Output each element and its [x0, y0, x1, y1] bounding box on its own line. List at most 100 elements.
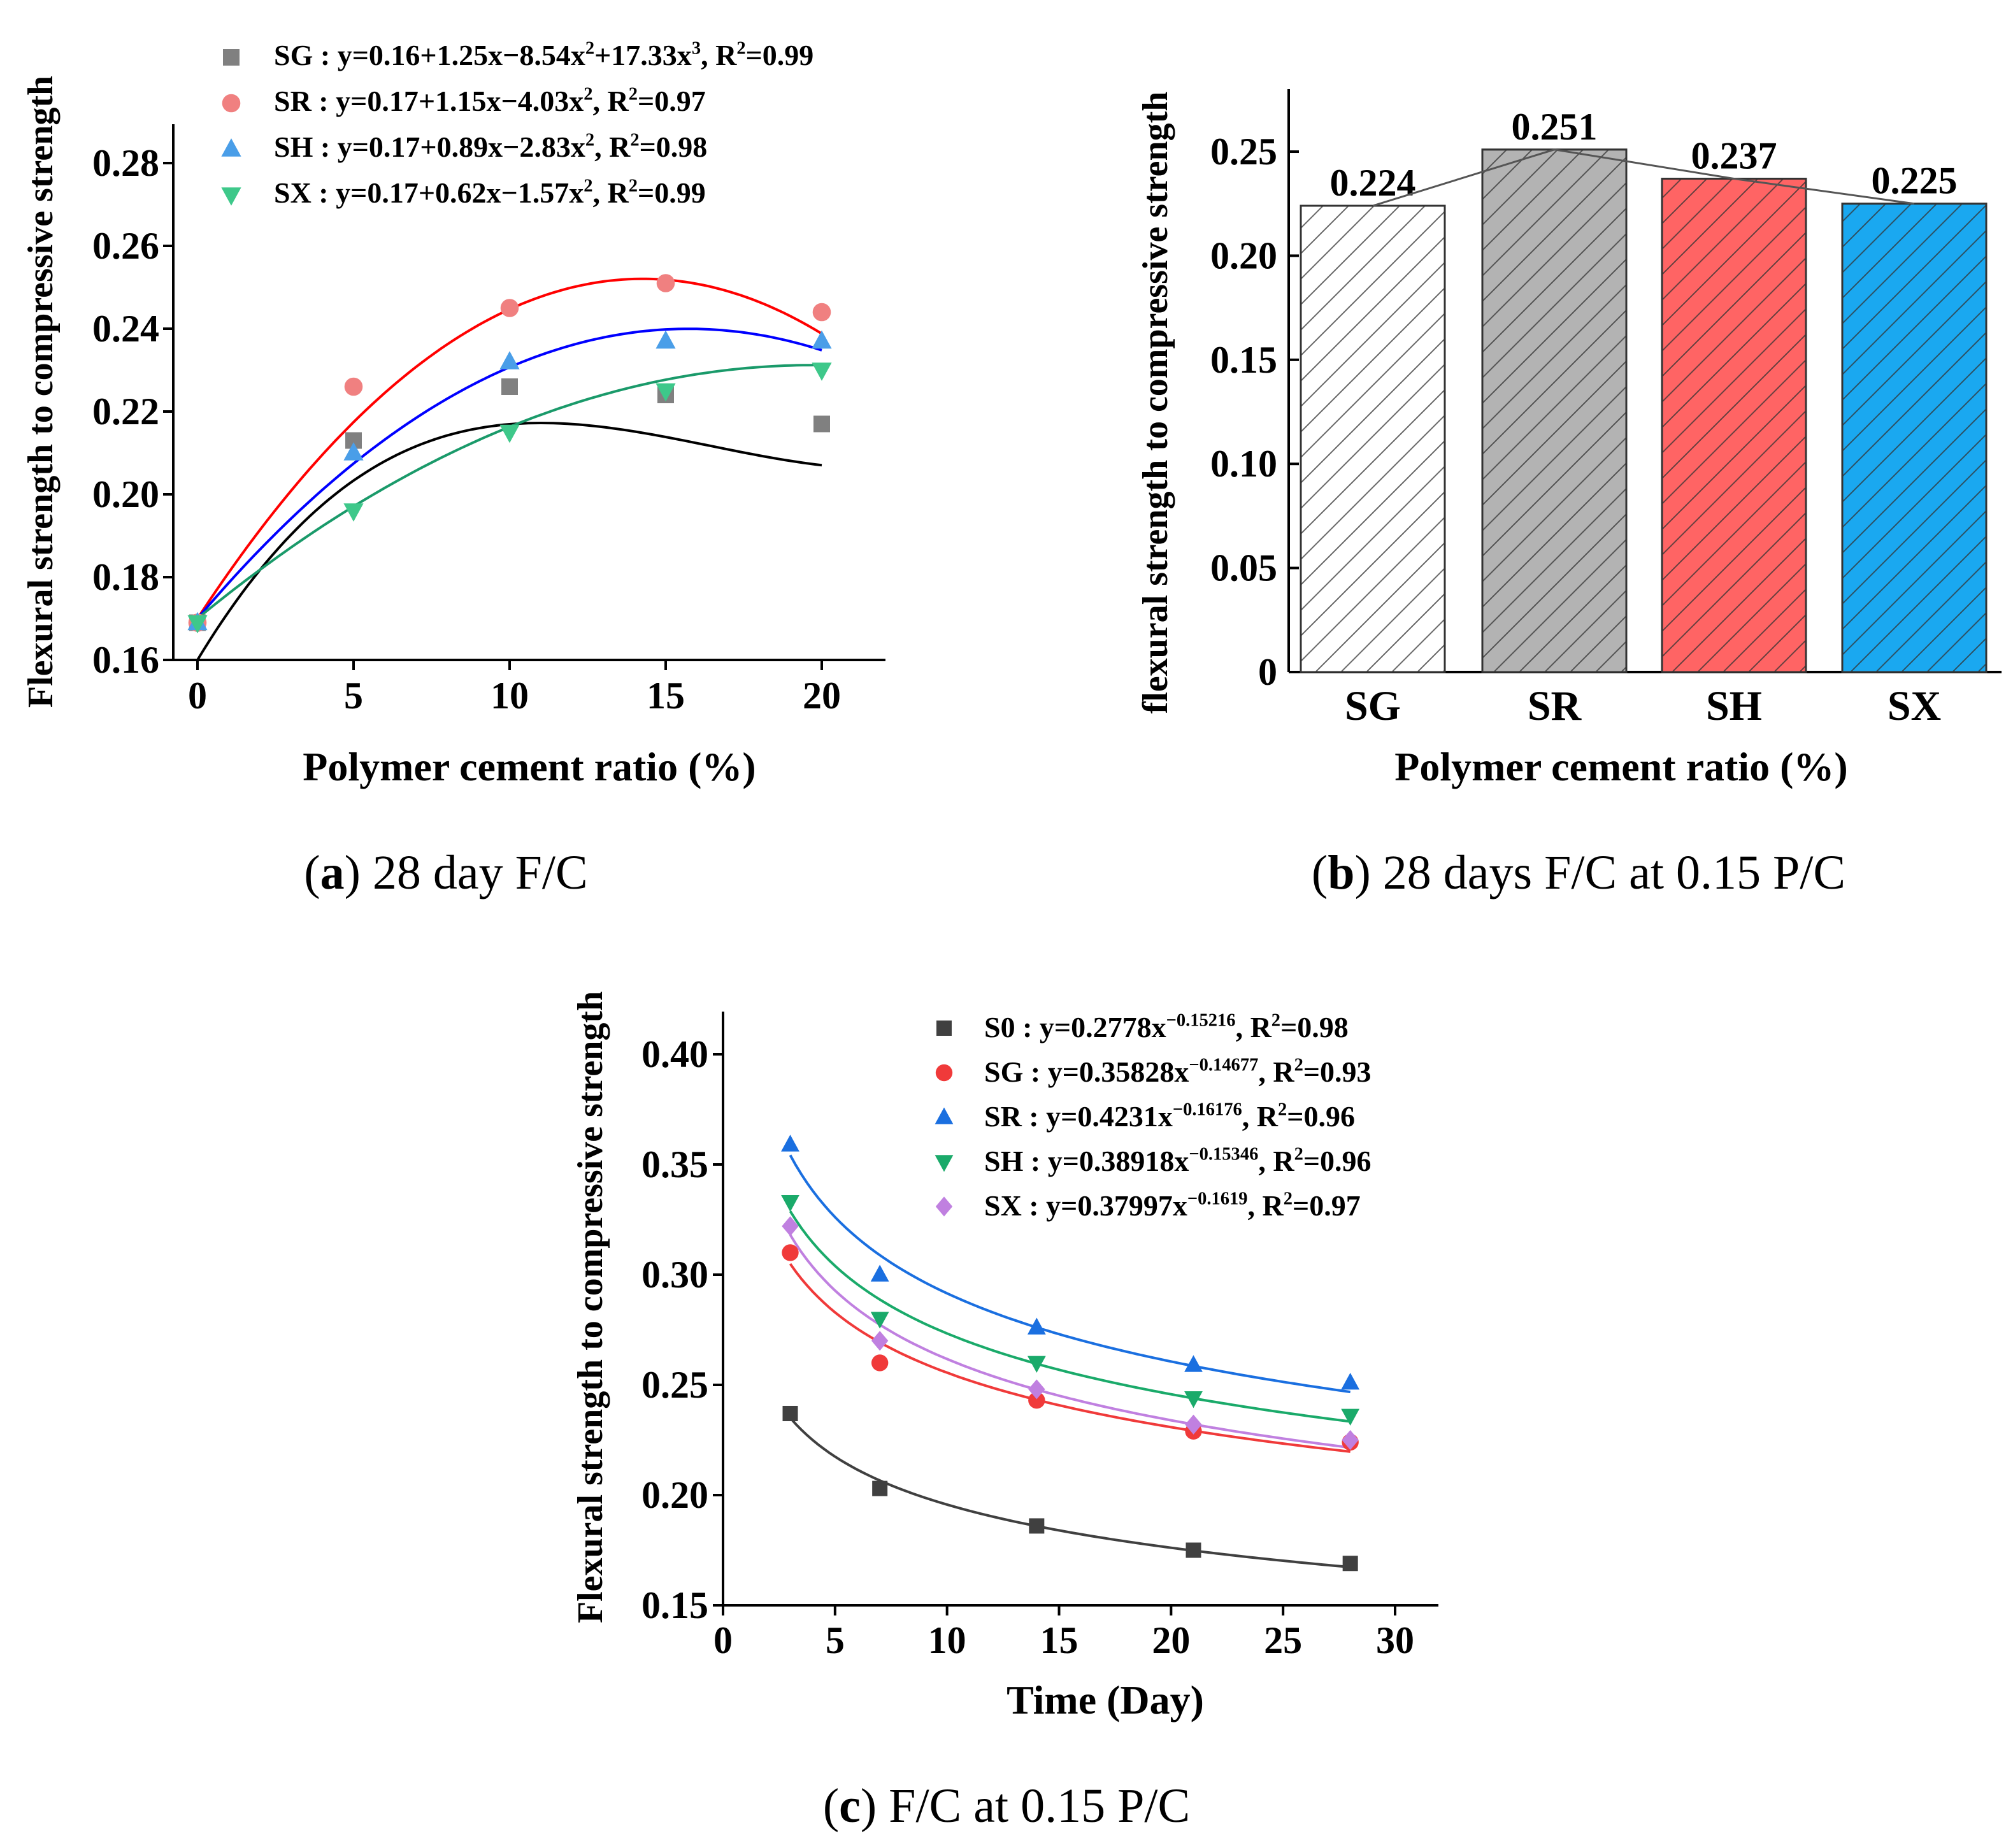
legend-superscript: 2	[1284, 1189, 1293, 1209]
a-x-axis-label: Polymer cement ratio (%)	[303, 744, 756, 789]
legend-superscript: 3	[692, 39, 701, 59]
a-y-tick-label: 0.20	[92, 473, 159, 515]
panel-b-chart: 0 0.05 0.10 0.15 0.20 0.25 0.224 SG 0.251 SR 0.23…	[1136, 89, 2002, 789]
a-x-tick-label: 10	[491, 675, 529, 717]
c-point-s0	[1029, 1518, 1045, 1534]
legend-superscript: 2	[629, 85, 638, 104]
legend-equation-part: , R	[1258, 1145, 1294, 1177]
c-legend-entry-sh: SH : y=0.38918x−0.15346, R2=0.96	[984, 1145, 1372, 1177]
b-x-tick-label: SR	[1528, 683, 1582, 729]
a-point-sr	[344, 377, 363, 396]
c-point-sr	[1341, 1372, 1360, 1390]
a-legend-entry-sr: SR : y=0.17+1.15x−4.03x2, R2=0.97	[274, 85, 706, 117]
legend-superscript: 2	[585, 131, 594, 150]
c-fit-curve-sh	[789, 1210, 1350, 1423]
a-y-tick-label: 0.26	[92, 225, 159, 267]
legend-superscript: 2	[1294, 1056, 1303, 1075]
c-legend-marker	[936, 1021, 952, 1036]
c-legend-entry-s0: S0 : y=0.2778x−0.15216, R2=0.98	[984, 1011, 1349, 1043]
c-legend-entry-sx: SX : y=0.37997x−0.1619, R2=0.97	[984, 1189, 1361, 1222]
a-point-sh	[812, 330, 832, 349]
panel-c-chart: 0 5 10 15 20 25 30 0.15 0.20 0.25 0.30 0.35 0.40 S0 …	[571, 991, 1438, 1723]
a-point-sg	[813, 415, 830, 433]
panel-a-chart: 0 5 10 15 20 0.16 0.18 0.20 0.22 0.24 0.26 0.28 SG …	[21, 39, 885, 789]
legend-equation-part: , R	[594, 131, 631, 163]
legend-equation-part: , R	[701, 39, 737, 71]
b-y-tick-label: 0.25	[1210, 131, 1277, 173]
b-y-axis-label: flexural strength to compressive strengt…	[1136, 92, 1175, 714]
c-point-sh	[781, 1195, 799, 1212]
c-y-tick-label: 0.20	[641, 1474, 708, 1516]
c-legend-marker	[935, 1196, 953, 1217]
a-point-sr	[500, 299, 519, 317]
c-point-sh	[870, 1312, 889, 1329]
c-point-sr	[1027, 1317, 1046, 1335]
legend-superscript: 2	[1294, 1145, 1303, 1164]
legend-equation-part: =0.93	[1303, 1056, 1372, 1088]
c-x-tick-label: 5	[826, 1619, 845, 1661]
legend-series-name: SH :	[274, 131, 338, 163]
legend-equation-part: =0.99	[638, 176, 706, 209]
c-point-s0	[1186, 1542, 1201, 1558]
a-legend-marker	[221, 187, 241, 206]
c-y-tick-label: 0.40	[641, 1033, 708, 1075]
a-legend-entry-sh: SH : y=0.17+0.89x−2.83x2, R2=0.98	[274, 131, 707, 163]
a-legend-entry-sx: SX : y=0.17+0.62x−1.57x2, R2=0.99	[274, 176, 706, 209]
b-bar-value-label: 0.224	[1330, 162, 1416, 204]
b-bar-value-label: 0.237	[1691, 135, 1777, 177]
legend-equation-part: y=0.16+1.25x−8.54x	[338, 39, 585, 71]
legend-equation-part: y=0.17+1.15x−4.03x	[336, 85, 584, 117]
legend-superscript: 2	[1278, 1100, 1287, 1120]
b-bar-hatch	[1661, 178, 1807, 673]
b-x-axis-label: Polymer cement ratio (%)	[1394, 744, 1847, 789]
b-bar-hatch	[1300, 204, 1446, 673]
legend-superscript: 2	[736, 39, 745, 59]
legend-equation-part: , R	[1248, 1189, 1284, 1222]
legend-equation-part: =0.97	[638, 85, 706, 117]
legend-equation-part: y=0.2778x	[1040, 1011, 1166, 1043]
legend-series-name: SR :	[274, 85, 336, 117]
legend-equation-part: +17.33x	[594, 39, 692, 71]
caption-b: (b) 28 days F/C at 0.15 P/C	[1312, 846, 1845, 899]
b-y-tick-label: 0.10	[1210, 443, 1277, 485]
a-legend-entry-sg: SG : y=0.16+1.25x−8.54x2+17.33x3, R2=0.9…	[274, 39, 813, 71]
c-point-sx	[1185, 1414, 1202, 1435]
legend-superscript: −0.14677	[1189, 1056, 1258, 1075]
legend-equation-part: =0.98	[1280, 1011, 1349, 1043]
c-point-sx	[1028, 1379, 1045, 1400]
c-point-sr	[870, 1264, 889, 1282]
legend-equation-part: , R	[593, 85, 629, 117]
b-y-tick-label: 0	[1258, 651, 1277, 693]
c-point-s0	[1342, 1556, 1358, 1572]
a-point-sr	[656, 274, 675, 292]
b-y-tick-label: 0.20	[1210, 234, 1277, 276]
b-x-tick-label: SX	[1888, 683, 1941, 729]
legend-series-name: SG :	[274, 39, 338, 71]
a-legend-marker	[223, 49, 240, 66]
b-y-tick-label: 0.15	[1210, 339, 1277, 381]
c-point-sh	[1341, 1408, 1360, 1426]
c-point-sr	[1184, 1355, 1203, 1372]
c-point-sg	[782, 1244, 799, 1261]
c-fit-curve-sr	[789, 1154, 1350, 1394]
legend-equation-part: y=0.17+0.89x−2.83x	[338, 131, 585, 163]
legend-superscript: −0.16176	[1173, 1100, 1242, 1120]
c-y-tick-label: 0.15	[641, 1584, 708, 1626]
c-point-sx	[1342, 1429, 1359, 1450]
b-x-tick-label: SG	[1345, 683, 1401, 729]
legend-equation-part: , R	[1236, 1011, 1272, 1043]
a-x-tick-label: 0	[188, 675, 207, 717]
a-y-tick-label: 0.22	[92, 390, 159, 433]
a-y-tick-label: 0.24	[92, 308, 159, 350]
a-x-tick-label: 15	[647, 675, 685, 717]
a-x-tick-label: 5	[344, 675, 363, 717]
c-x-tick-label: 15	[1040, 1619, 1078, 1661]
a-point-sx	[187, 615, 208, 634]
a-point-sx	[343, 503, 364, 522]
legend-series-name: SX :	[984, 1189, 1046, 1222]
a-y-tick-label: 0.16	[92, 639, 159, 681]
c-fit-curve-sx	[789, 1234, 1350, 1449]
b-bar-hatch	[1841, 203, 1988, 673]
a-point-sg	[501, 378, 518, 395]
